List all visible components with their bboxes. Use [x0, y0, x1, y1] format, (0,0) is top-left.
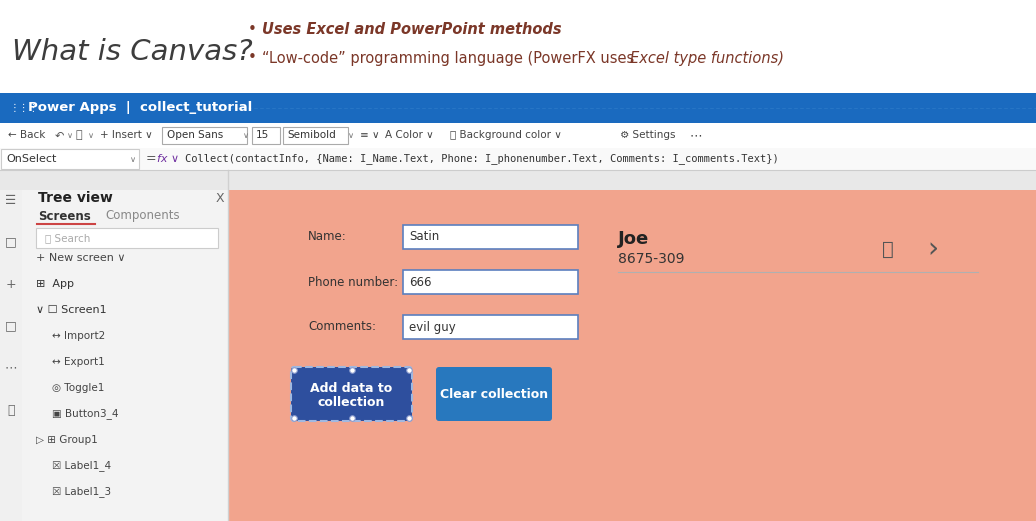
Text: ∨: ∨ [67, 131, 74, 140]
Bar [228, 170, 1036, 190]
Text: ⋯: ⋯ [690, 129, 702, 142]
Text: □: □ [5, 235, 17, 249]
Bar [162, 127, 247, 144]
Text: ☰: ☰ [5, 193, 17, 206]
Text: ☒ Label1_4: ☒ Label1_4 [52, 461, 111, 472]
Text: ≡ ∨: ≡ ∨ [359, 130, 379, 141]
Text: 8675-309: 8675-309 [618, 252, 685, 266]
Bar [1, 149, 139, 169]
Text: Open Sans: Open Sans [167, 130, 223, 141]
Text: “Low-code” programming language (PowerFX uses: “Low-code” programming language (PowerFX… [262, 51, 639, 66]
Text: 666: 666 [409, 276, 432, 289]
Text: ⎘: ⎘ [76, 130, 83, 141]
Text: Components: Components [105, 209, 179, 222]
Text: ↶: ↶ [55, 130, 64, 141]
Text: 🔍 Search: 🔍 Search [45, 233, 90, 243]
Text: ∨: ∨ [243, 131, 249, 140]
Text: 📷 Background color ∨: 📷 Background color ∨ [450, 130, 562, 141]
Text: ☒ Label1_3: ☒ Label1_3 [52, 487, 111, 498]
Bar [36, 228, 218, 248]
Bar [252, 127, 280, 144]
Text: Tree view: Tree view [38, 191, 113, 205]
Bar [403, 225, 578, 249]
Text: evil guy: evil guy [409, 320, 456, 333]
Bar [403, 270, 578, 294]
Bar [228, 190, 1036, 521]
Text: ›: › [927, 235, 939, 263]
Text: ∨: ∨ [130, 155, 136, 164]
Text: Semibold: Semibold [287, 130, 336, 141]
Text: ▷ ⊞ Group1: ▷ ⊞ Group1 [36, 435, 97, 445]
FancyBboxPatch shape [436, 367, 552, 421]
Bar [22, 190, 228, 521]
Text: fx ∨: fx ∨ [157, 154, 179, 164]
Text: ◎ Toggle1: ◎ Toggle1 [52, 383, 105, 393]
Text: Screens: Screens [38, 209, 91, 222]
Text: +: + [5, 278, 17, 291]
Text: 15: 15 [256, 130, 269, 141]
Bar [403, 315, 578, 339]
Text: Power Apps  |  collect_tutorial: Power Apps | collect_tutorial [28, 102, 252, 115]
Text: + New screen ∨: + New screen ∨ [36, 253, 125, 263]
Text: ▣ Button3_4: ▣ Button3_4 [52, 408, 118, 419]
Text: ← Back: ← Back [8, 130, 46, 141]
Text: ∨: ∨ [88, 131, 94, 140]
Text: OnSelect: OnSelect [6, 154, 56, 164]
Text: ∨ ☐ Screen1: ∨ ☐ Screen1 [36, 305, 107, 315]
Text: Excel type functions): Excel type functions) [630, 51, 784, 66]
Text: ∨: ∨ [348, 131, 354, 140]
Text: ↔ Export1: ↔ Export1 [52, 357, 105, 367]
Text: •: • [248, 22, 257, 38]
Text: Uses Excel and PowerPoint methods: Uses Excel and PowerPoint methods [262, 22, 562, 38]
Text: collection: collection [318, 395, 385, 408]
Text: Clear collection: Clear collection [440, 388, 548, 401]
Text: Collect(contactInfo, {Name: I_Name.Text, Phone: I_phonenumber.Text, Comments: I_: Collect(contactInfo, {Name: I_Name.Text,… [185, 154, 779, 165]
Text: Add data to: Add data to [311, 381, 393, 394]
Text: 🗑: 🗑 [882, 240, 894, 258]
Text: + Insert ∨: + Insert ∨ [100, 130, 152, 141]
Text: What is Canvas?: What is Canvas? [12, 38, 253, 66]
Text: ↔ Import2: ↔ Import2 [52, 331, 106, 341]
Text: •: • [248, 51, 257, 66]
Text: □: □ [5, 319, 17, 332]
Text: X: X [215, 192, 225, 205]
Text: ⋮⋮⋮: ⋮⋮⋮ [10, 103, 39, 113]
Text: ⚙ Settings: ⚙ Settings [620, 130, 675, 141]
Bar [283, 127, 348, 144]
Bar [0, 0, 1036, 93]
Text: =: = [146, 153, 156, 166]
Bar [0, 148, 1036, 170]
Text: ⋯: ⋯ [5, 362, 18, 375]
Text: 🔍: 🔍 [7, 403, 15, 416]
Bar [0, 93, 1036, 123]
FancyBboxPatch shape [291, 367, 412, 421]
Text: Comments:: Comments: [308, 320, 376, 333]
Text: Name:: Name: [308, 230, 347, 243]
Bar [0, 190, 22, 521]
Text: Satin: Satin [409, 230, 439, 243]
Text: Joe: Joe [618, 230, 650, 248]
Text: Phone number:: Phone number: [308, 276, 398, 289]
Text: ⊞  App: ⊞ App [36, 279, 74, 289]
Text: A Color ∨: A Color ∨ [385, 130, 434, 141]
Bar [0, 170, 1036, 190]
Bar [0, 123, 1036, 148]
